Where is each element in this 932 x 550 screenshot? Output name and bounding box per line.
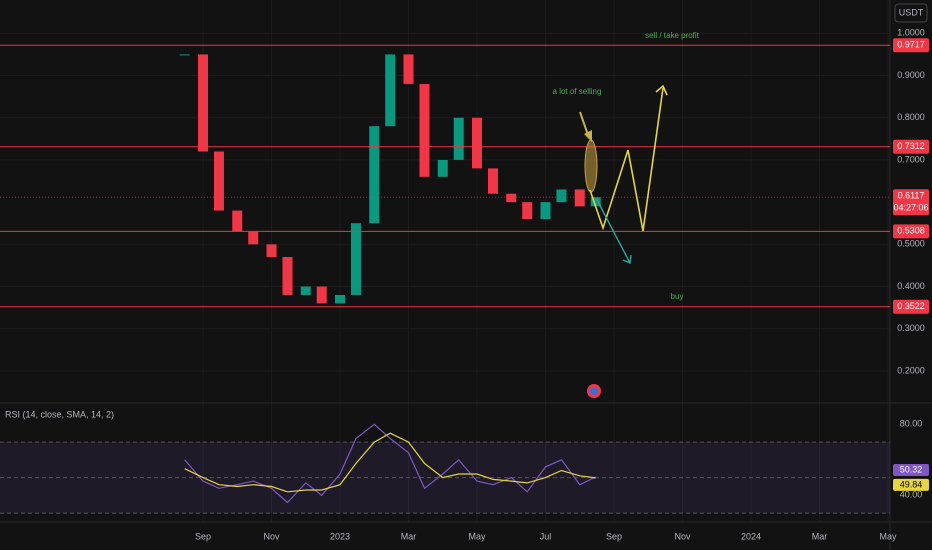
rsi-tick-label: 40.00 xyxy=(900,490,923,500)
candle xyxy=(179,54,190,56)
rsi-line xyxy=(184,432,596,493)
candle xyxy=(540,202,551,220)
price-tag xyxy=(893,38,929,53)
x-tick-label: Nov xyxy=(674,531,691,541)
candle xyxy=(522,202,533,220)
candle xyxy=(385,54,396,127)
candle xyxy=(453,117,464,160)
candle xyxy=(556,189,567,203)
annotation: sell / take profit xyxy=(645,31,700,40)
y-tick-label: 0.3000 xyxy=(897,323,925,333)
x-tick-label: May xyxy=(468,531,486,541)
candle xyxy=(266,244,277,257)
selling-highlight xyxy=(584,139,598,193)
candle xyxy=(574,189,585,207)
y-tick-label: 0.7000 xyxy=(897,154,925,164)
x-tick-label: Jul xyxy=(540,531,552,541)
rsi-value-tag xyxy=(893,464,929,477)
candle xyxy=(487,168,498,194)
rsi-line xyxy=(184,423,596,504)
candle xyxy=(198,54,208,152)
price-tag xyxy=(893,139,929,154)
rsi-value-label: 49.84 xyxy=(900,479,923,489)
annotation: buy xyxy=(671,292,684,301)
x-tick-label: Mar xyxy=(812,531,828,541)
price-tag xyxy=(893,299,929,314)
annotation: a lot of selling xyxy=(553,87,602,96)
countdown: 04:27:06 xyxy=(893,203,928,213)
drawings xyxy=(579,84,668,398)
candle xyxy=(213,151,224,211)
rsi-tick-label: 80.00 xyxy=(900,419,923,429)
x-tick-label: Sep xyxy=(606,531,622,541)
candle xyxy=(350,223,361,295)
projection-down-head xyxy=(622,254,632,265)
x-tick-label: Mar xyxy=(401,531,417,541)
price-tag-label: 0.5308 xyxy=(897,226,925,236)
candle xyxy=(282,256,293,295)
candle xyxy=(419,83,430,177)
projection-up xyxy=(589,87,664,232)
price-tag-label: 0.7312 xyxy=(897,141,925,151)
candle xyxy=(248,231,259,245)
currency-box[interactable] xyxy=(894,3,928,23)
projection-arrowhead xyxy=(655,84,668,96)
x-tick-label: Nov xyxy=(263,531,280,541)
candle xyxy=(369,126,380,224)
candle xyxy=(403,54,414,84)
candle xyxy=(316,286,327,304)
x-tick-label: May xyxy=(879,531,897,541)
y-tick-label: 0.4000 xyxy=(897,281,925,291)
rsi-title: RSI (14, close, SMA, 14, 2) xyxy=(5,409,114,419)
y-tick-label: 0.5000 xyxy=(897,239,925,249)
candle xyxy=(232,210,243,232)
arrow-head xyxy=(584,130,592,142)
last-price-tag xyxy=(893,189,929,216)
projection-down xyxy=(595,197,631,264)
last-price-label: 0.6117 xyxy=(898,191,925,201)
x-tick-label: 2023 xyxy=(330,531,350,541)
price-tag xyxy=(893,224,929,239)
y-tick-label: 1.0000 xyxy=(897,28,925,38)
candle xyxy=(300,286,311,295)
candle xyxy=(506,193,517,203)
event-icon-inner xyxy=(590,387,598,395)
candle xyxy=(335,294,345,304)
y-tick-label: 0.8000 xyxy=(897,112,925,122)
rsi-value-label: 50.32 xyxy=(900,464,923,474)
x-tick-label: Sep xyxy=(195,531,211,541)
candle xyxy=(437,159,448,177)
x-tick-label: 2024 xyxy=(741,531,761,541)
candle xyxy=(590,197,601,207)
y-tick-label: 0.2000 xyxy=(897,365,925,375)
y-tick-label: 0.9000 xyxy=(897,70,925,80)
rsi-value-tag xyxy=(893,478,929,491)
price-tag-label: 0.3522 xyxy=(897,301,925,311)
candle xyxy=(472,117,482,169)
currency: USDT xyxy=(899,7,924,17)
price-tag-label: 0.9717 xyxy=(897,40,925,50)
